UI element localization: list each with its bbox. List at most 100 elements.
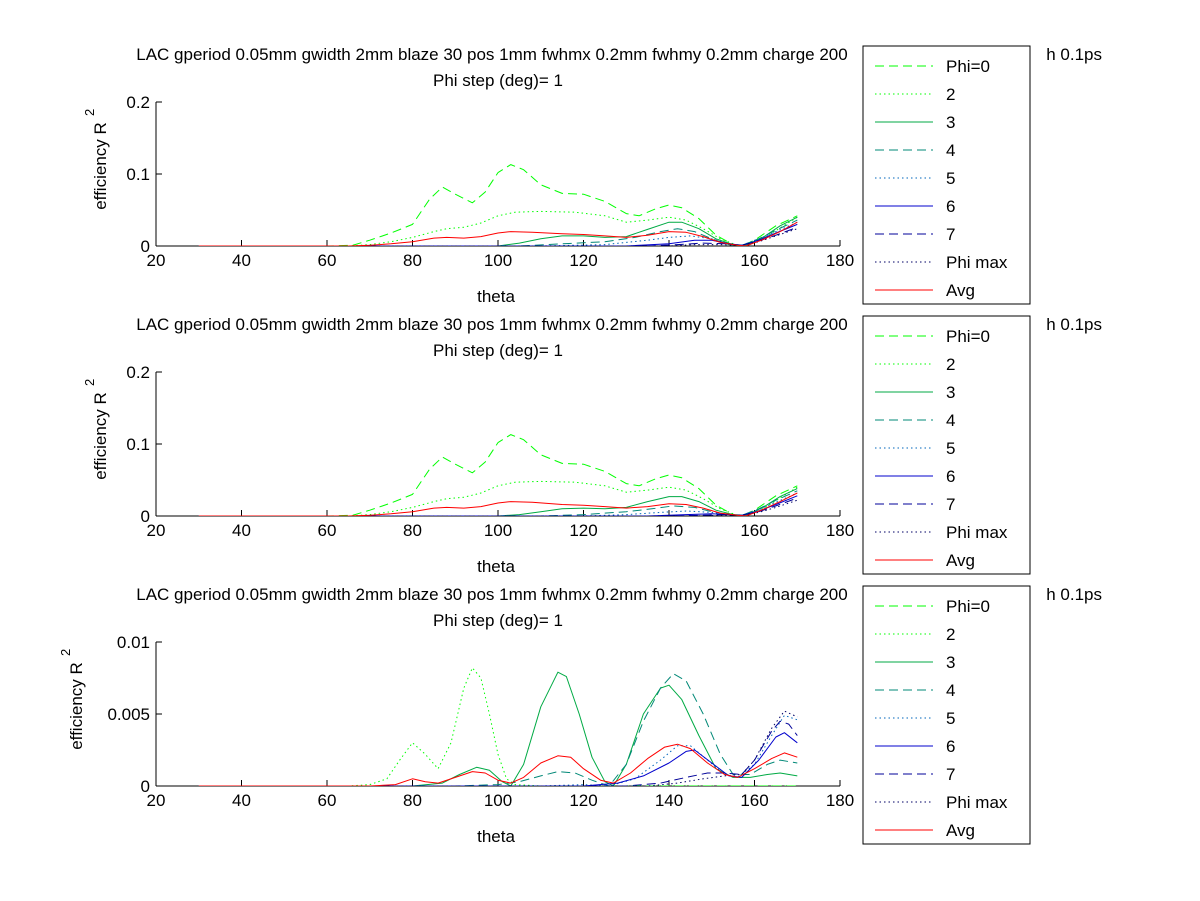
x-tick-label: 100 — [484, 791, 512, 810]
legend-entry: 5 — [946, 169, 955, 188]
x-tick-label: 180 — [826, 251, 854, 270]
series-line-5 — [198, 492, 798, 516]
series-line-4 — [198, 219, 798, 246]
series-line-1 — [198, 434, 798, 516]
y-tick-label: 0.1 — [126, 165, 150, 184]
chart-subtitle: Phi step (deg)= 1 — [433, 611, 563, 630]
legend-entry: 2 — [946, 355, 955, 374]
legend-entry: Avg — [946, 551, 975, 570]
x-tick-label: 80 — [403, 521, 422, 540]
chart-title: LAC gperiod 0.05mm gwidth 2mm blaze 30 p… — [136, 315, 847, 334]
x-tick-label: 40 — [232, 521, 251, 540]
legend-entry: Avg — [946, 281, 975, 300]
legend: Phi=0 2 3 4 5 6 7 Phi max Avg — [862, 45, 1031, 305]
series-line-8 — [198, 710, 798, 786]
legend-entry: Avg — [946, 821, 975, 840]
legend-entry: Phi=0 — [946, 57, 990, 76]
legend-entry: 3 — [946, 653, 955, 672]
y-tick-label: 0.1 — [126, 435, 150, 454]
legend-entry: 6 — [946, 467, 955, 486]
x-tick-label: 60 — [318, 791, 337, 810]
y-axis-label: efficiency R — [67, 662, 86, 750]
legend-entry: Phi=0 — [946, 597, 990, 616]
x-tick-label: 60 — [318, 521, 337, 540]
chart-subtitle: Phi step (deg)= 1 — [433, 341, 563, 360]
legend-box — [862, 315, 1031, 575]
x-tick-label: 20 — [147, 791, 166, 810]
y-tick-label: 0.2 — [126, 363, 150, 382]
y-tick-label: 0.01 — [117, 633, 150, 652]
chart-panel-1: LAC gperiod 0.05mm gwidth 2mm blaze 30 p… — [82, 45, 1102, 306]
x-tick-label: 80 — [403, 251, 422, 270]
y-tick-label: 0 — [141, 777, 150, 796]
x-tick-label: 20 — [147, 521, 166, 540]
series-line-9 — [198, 221, 798, 246]
y-axis-label-superscript: 2 — [82, 379, 97, 386]
x-tick-label: 160 — [740, 521, 768, 540]
series-line-4 — [198, 673, 798, 786]
chart-title-tail: h 0.1ps — [1046, 585, 1102, 604]
series-line-3 — [198, 671, 798, 786]
legend-entry: 4 — [946, 411, 955, 430]
legend-box — [862, 45, 1031, 305]
series-line-7 — [198, 226, 798, 246]
legend-entry: 4 — [946, 681, 955, 700]
series-line-1 — [198, 164, 798, 246]
y-axis-label: efficiency R — [91, 392, 110, 480]
x-tick-label: 160 — [740, 251, 768, 270]
series-line-9 — [198, 743, 798, 786]
legend-entry: 7 — [946, 225, 955, 244]
legend-entry: 2 — [946, 625, 955, 644]
x-tick-label: 100 — [484, 521, 512, 540]
y-tick-label: 0.2 — [126, 93, 150, 112]
legend-entry: 4 — [946, 141, 955, 160]
chart-title: LAC gperiod 0.05mm gwidth 2mm blaze 30 p… — [136, 585, 847, 604]
x-axis-label: theta — [477, 827, 515, 846]
legend-entry: 7 — [946, 495, 955, 514]
x-tick-label: 120 — [569, 521, 597, 540]
legend-entry: Phi=0 — [946, 327, 990, 346]
y-axis-label-superscript: 2 — [58, 649, 73, 656]
legend-entry: 2 — [946, 85, 955, 104]
y-axis-label-superscript: 2 — [82, 109, 97, 116]
legend-entry: 7 — [946, 765, 955, 784]
chart-title-tail: h 0.1ps — [1046, 45, 1102, 64]
x-tick-label: 140 — [655, 791, 683, 810]
legend-entry: 6 — [946, 197, 955, 216]
x-tick-label: 180 — [826, 521, 854, 540]
y-axis-label: efficiency R — [91, 122, 110, 210]
legend-entry: 3 — [946, 383, 955, 402]
series-line-8 — [198, 228, 798, 246]
x-axis-label: theta — [477, 287, 515, 306]
legend-entry: 3 — [946, 113, 955, 132]
x-tick-label: 140 — [655, 251, 683, 270]
chart-title-tail: h 0.1ps — [1046, 315, 1102, 334]
legend-entry: 6 — [946, 737, 955, 756]
series-line-7 — [198, 720, 798, 786]
series-line-2 — [198, 667, 798, 786]
series-line-9 — [198, 492, 798, 516]
legend-box — [862, 585, 1031, 845]
x-tick-label: 100 — [484, 251, 512, 270]
x-tick-label: 160 — [740, 791, 768, 810]
y-tick-label: 0.005 — [107, 705, 150, 724]
x-tick-label: 40 — [232, 251, 251, 270]
legend-entry: 5 — [946, 709, 955, 728]
legend-entry: 5 — [946, 439, 955, 458]
legend: Phi=0 2 3 4 5 6 7 Phi max Avg — [862, 315, 1031, 575]
legend: Phi=0 2 3 4 5 6 7 Phi max Avg — [862, 585, 1031, 845]
x-tick-label: 180 — [826, 791, 854, 810]
series-line-6 — [198, 732, 798, 786]
legend-entry: Phi max — [946, 253, 1008, 272]
chart-subtitle: Phi step (deg)= 1 — [433, 71, 563, 90]
x-axis-label: theta — [477, 557, 515, 576]
chart-panel-2: LAC gperiod 0.05mm gwidth 2mm blaze 30 p… — [82, 315, 1102, 576]
x-tick-label: 120 — [569, 251, 597, 270]
x-tick-label: 80 — [403, 791, 422, 810]
legend-entry: Phi max — [946, 523, 1008, 542]
chart-panel-3: LAC gperiod 0.05mm gwidth 2mm blaze 30 p… — [58, 585, 1102, 846]
series-line-5 — [198, 714, 798, 786]
x-tick-label: 60 — [318, 251, 337, 270]
x-tick-label: 140 — [655, 521, 683, 540]
chart-title: LAC gperiod 0.05mm gwidth 2mm blaze 30 p… — [136, 45, 847, 64]
